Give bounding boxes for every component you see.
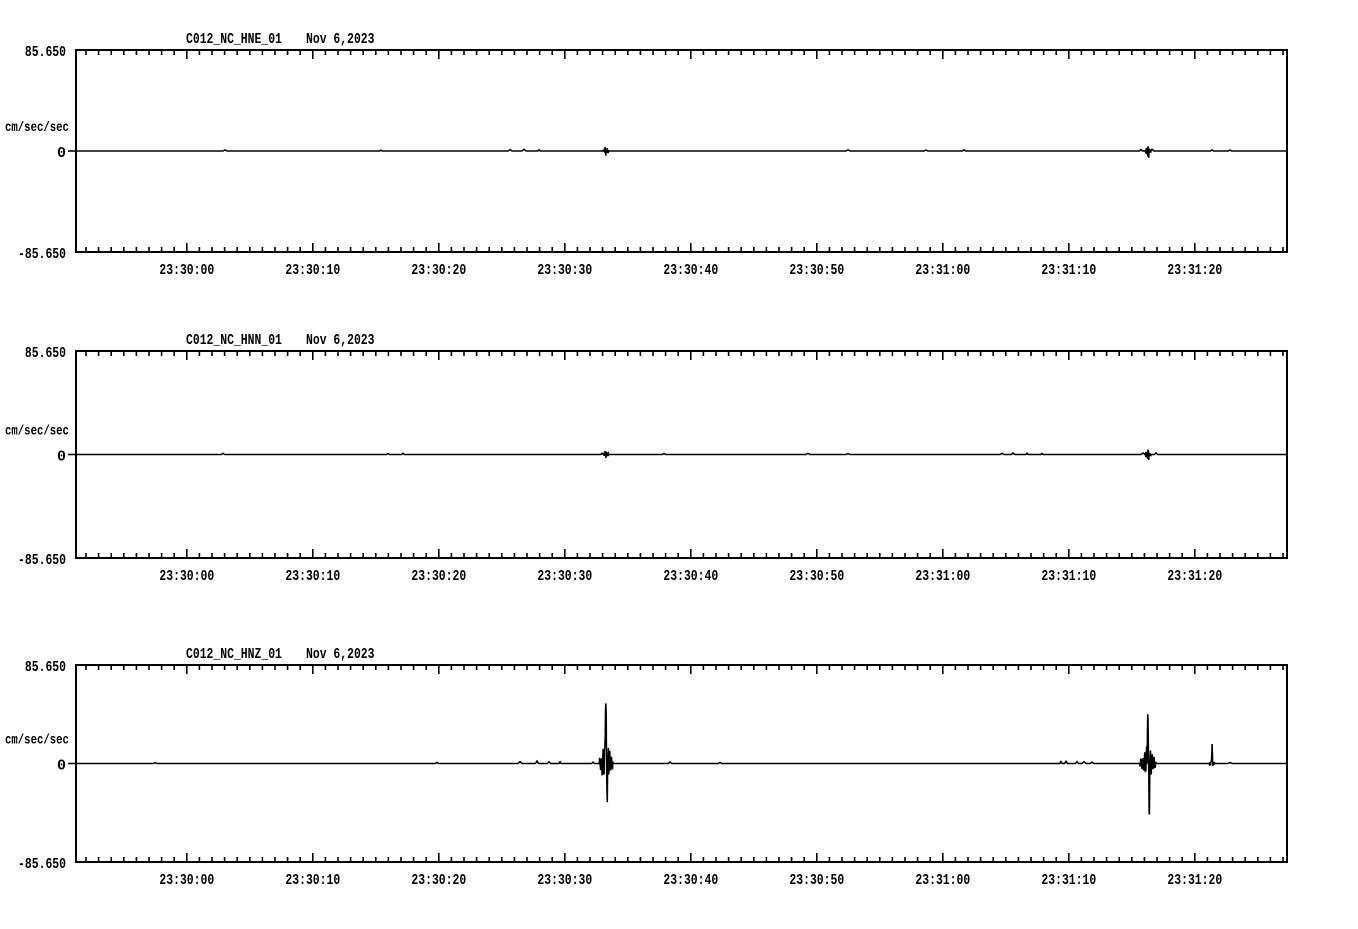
svg-text:23:30:50: 23:30:50 (789, 872, 844, 889)
svg-text:Nov 6,2023: Nov 6,2023 (306, 31, 375, 48)
svg-text:0: 0 (57, 145, 66, 162)
svg-text:23:30:50: 23:30:50 (789, 262, 844, 279)
svg-text:23:30:30: 23:30:30 (537, 262, 592, 279)
svg-text:-85.650: -85.650 (18, 246, 66, 263)
svg-text:85.650: 85.650 (25, 345, 66, 362)
svg-text:23:30:30: 23:30:30 (537, 872, 592, 889)
svg-text:23:30:50: 23:30:50 (789, 568, 844, 585)
svg-text:23:31:00: 23:31:00 (915, 568, 970, 585)
svg-text:85.650: 85.650 (25, 659, 66, 676)
svg-text:C012_NC_HNN_01: C012_NC_HNN_01 (186, 332, 282, 349)
svg-text:C012_NC_HNZ_01: C012_NC_HNZ_01 (186, 646, 282, 663)
svg-text:23:30:40: 23:30:40 (663, 568, 718, 585)
svg-text:23:31:20: 23:31:20 (1167, 262, 1222, 279)
svg-text:0: 0 (57, 449, 66, 466)
svg-text:23:31:10: 23:31:10 (1041, 568, 1096, 585)
svg-text:23:30:10: 23:30:10 (285, 262, 340, 279)
svg-text:23:31:10: 23:31:10 (1041, 262, 1096, 279)
svg-text:23:31:20: 23:31:20 (1167, 872, 1222, 889)
svg-text:23:30:10: 23:30:10 (285, 872, 340, 889)
svg-text:23:30:10: 23:30:10 (285, 568, 340, 585)
svg-text:cm/sec/sec: cm/sec/sec (5, 424, 69, 440)
svg-text:23:31:00: 23:31:00 (915, 262, 970, 279)
svg-text:23:30:00: 23:30:00 (159, 872, 214, 889)
svg-text:Nov 6,2023: Nov 6,2023 (306, 332, 375, 349)
svg-text:0: 0 (57, 758, 66, 775)
svg-text:-85.650: -85.650 (18, 856, 66, 873)
svg-text:-85.650: -85.650 (18, 552, 66, 569)
svg-text:23:30:40: 23:30:40 (663, 872, 718, 889)
svg-text:Nov 6,2023: Nov 6,2023 (306, 646, 375, 663)
svg-text:23:31:10: 23:31:10 (1041, 872, 1096, 889)
svg-text:23:30:20: 23:30:20 (411, 872, 466, 889)
svg-text:23:31:20: 23:31:20 (1167, 568, 1222, 585)
svg-text:cm/sec/sec: cm/sec/sec (5, 120, 69, 136)
svg-text:85.650: 85.650 (25, 44, 66, 61)
svg-text:cm/sec/sec: cm/sec/sec (5, 733, 69, 749)
svg-text:23:31:00: 23:31:00 (915, 872, 970, 889)
svg-text:23:30:20: 23:30:20 (411, 262, 466, 279)
svg-text:23:30:40: 23:30:40 (663, 262, 718, 279)
svg-text:23:30:00: 23:30:00 (159, 568, 214, 585)
svg-text:23:30:00: 23:30:00 (159, 262, 214, 279)
svg-text:23:30:30: 23:30:30 (537, 568, 592, 585)
svg-text:23:30:20: 23:30:20 (411, 568, 466, 585)
svg-text:C012_NC_HNE_01: C012_NC_HNE_01 (186, 31, 282, 48)
